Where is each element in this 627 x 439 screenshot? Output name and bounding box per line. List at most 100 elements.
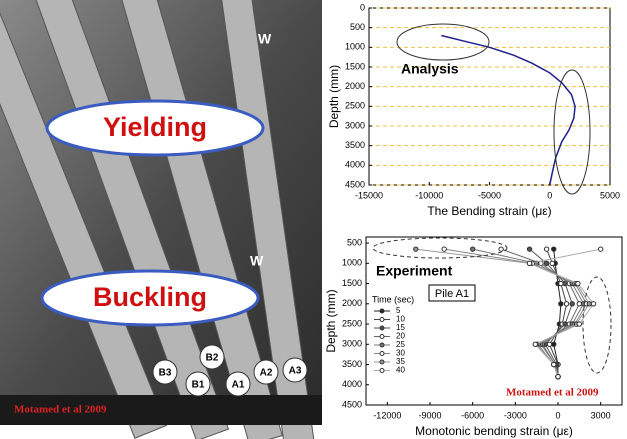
- photo-label: Buckling: [93, 282, 207, 312]
- x-tick-label: -9000: [418, 410, 441, 420]
- legend-label: 15: [396, 323, 405, 332]
- legend-marker: [379, 368, 385, 373]
- x-axis-label: Monotonic bending strain (με): [415, 424, 573, 438]
- pile-marker: [253, 359, 279, 385]
- x-tick-label: -12000: [373, 410, 401, 420]
- data-point: [543, 260, 550, 267]
- annotation-ellipse: [396, 23, 490, 61]
- series-line: [529, 248, 573, 377]
- data-point: [413, 246, 419, 252]
- legend-marker: [379, 359, 385, 365]
- data-point: [546, 341, 553, 347]
- y-tick-label: 0: [360, 2, 365, 12]
- series-line: [472, 248, 585, 377]
- pile-label: B1: [192, 380, 205, 391]
- data-point: [551, 341, 557, 347]
- series-line: [527, 248, 601, 377]
- y-tick-label: 1000: [342, 258, 362, 268]
- pile-label: A2: [260, 368, 273, 379]
- data-point: [543, 246, 550, 252]
- series-line: [553, 249, 562, 377]
- data-point: [498, 246, 504, 252]
- y-tick-label: 500: [347, 237, 362, 247]
- photo-label: W: [258, 31, 272, 47]
- x-tick-label: -10000: [415, 190, 443, 200]
- data-point: [563, 301, 570, 307]
- photo-credit: Motamed et al 2009: [14, 404, 107, 416]
- y-tick-label: 1500: [342, 278, 362, 288]
- series-line: [441, 34, 576, 186]
- data-point: [549, 260, 556, 267]
- pile-marker: [225, 371, 251, 397]
- data-point: [569, 301, 575, 307]
- x-tick-label: -3000: [504, 410, 527, 420]
- annotation: Experiment: [376, 263, 453, 279]
- x-tick-label: 3000: [591, 410, 611, 420]
- y-tick-label: 4500: [345, 179, 365, 189]
- legend-marker: [379, 308, 385, 314]
- annotation-ellipse: [553, 69, 591, 195]
- y-tick-label: 3000: [342, 339, 362, 349]
- data-point: [551, 361, 557, 368]
- legend-label: 10: [396, 315, 405, 324]
- legend-marker: [379, 325, 385, 331]
- y-tick-label: 2000: [342, 298, 362, 308]
- x-tick-label: 5000: [600, 190, 620, 200]
- y-tick-label: 1000: [345, 42, 365, 52]
- data-point: [526, 260, 533, 267]
- data-point: [590, 301, 597, 307]
- analysis-chart: 0 500 1000 1500 2000 2500 3000 3500 4000 4500-150…: [327, 2, 620, 218]
- y-tick-label: 2500: [342, 318, 362, 328]
- pile-marker: [199, 344, 225, 370]
- data-point: [555, 373, 561, 380]
- y-tick-label: 4000: [342, 379, 362, 389]
- photo-label: Yielding: [103, 112, 207, 142]
- pile-label: B2: [206, 353, 219, 364]
- box-label: Pile A1: [435, 288, 469, 300]
- plot-area: [365, 236, 623, 406]
- photo-label: W: [250, 253, 264, 269]
- y-tick-label: 4500: [342, 399, 362, 409]
- y-tick-label: 3500: [342, 359, 362, 369]
- box: [428, 284, 476, 302]
- data-point: [558, 280, 564, 287]
- legend-label: 20: [396, 332, 405, 341]
- y-axis-label: Depth (mm): [324, 289, 338, 352]
- pile-marker: [282, 357, 308, 383]
- legend-title: Time (sec): [372, 294, 414, 304]
- data-point: [558, 301, 564, 307]
- photo: Yielding Buckling W W Motamed et al 2009: [0, 0, 322, 439]
- pile-label: A1: [232, 380, 245, 391]
- y-tick-label: 500: [350, 22, 365, 32]
- data-point: [551, 246, 557, 252]
- legend-label: 30: [396, 349, 405, 358]
- y-tick-label: 2500: [345, 101, 365, 111]
- x-tick-label: 0: [555, 410, 560, 420]
- legend-label: 35: [396, 357, 405, 366]
- pile-marker: [185, 371, 211, 397]
- y-axis-label: Depth (mm): [327, 65, 341, 128]
- data-point: [597, 246, 604, 252]
- x-tick-label: -6000: [461, 410, 484, 420]
- x-tick-label: 0: [547, 190, 552, 200]
- legend-label: 5: [396, 306, 401, 315]
- annotation: Analysis: [401, 61, 459, 77]
- y-tick-label: 4000: [345, 160, 365, 170]
- data-point: [576, 321, 583, 327]
- pile-marker: [152, 359, 178, 385]
- legend-marker: [379, 317, 385, 322]
- plot-area: [368, 7, 611, 186]
- legend-marker: [379, 342, 385, 348]
- annotation-ellipse: [582, 276, 612, 374]
- data-point: [469, 246, 476, 252]
- pile-label: B3: [159, 368, 172, 379]
- legend-marker: [379, 334, 385, 339]
- data-point: [575, 280, 581, 287]
- x-tick-label: -5000: [478, 190, 501, 200]
- data-point: [586, 301, 592, 307]
- data-point: [441, 246, 447, 252]
- legend-label: 25: [396, 340, 405, 349]
- legend-marker: [379, 351, 385, 356]
